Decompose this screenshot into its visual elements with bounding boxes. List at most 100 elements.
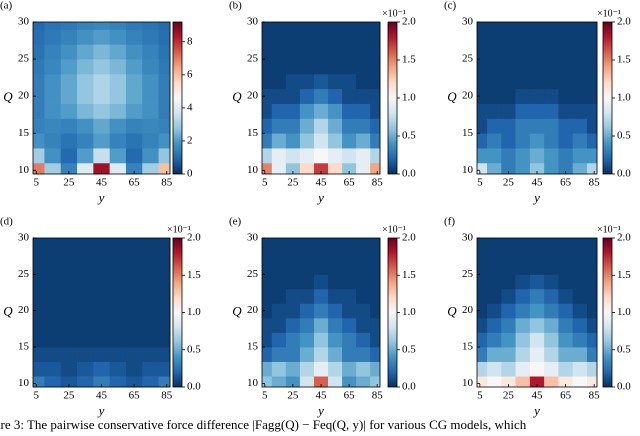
heat-cell <box>342 133 357 149</box>
y-axis-label: Q <box>447 89 457 104</box>
heat-cell <box>299 245 315 261</box>
heat-cell <box>44 245 62 261</box>
heat-cell <box>158 347 171 362</box>
heat-cell <box>544 361 559 377</box>
heat-cell <box>356 103 371 119</box>
heat-cell <box>587 332 598 348</box>
heat-cell <box>487 29 502 45</box>
heat-cell <box>370 288 381 304</box>
heat-cell <box>299 88 315 104</box>
heat-cell <box>328 88 343 104</box>
heat-cell <box>529 259 545 275</box>
colorbar-tick-label: 2.0 <box>187 232 201 244</box>
heat-cell <box>158 361 171 377</box>
heat-cell <box>572 148 588 164</box>
y-tick-label: 30 <box>462 16 474 28</box>
heat-cell <box>515 73 531 90</box>
heat-cell <box>77 274 94 290</box>
heat-cell <box>60 44 78 60</box>
heat-cell <box>356 73 371 90</box>
heat-cell <box>60 162 78 175</box>
colorbar-tick-label: 1.0 <box>187 306 201 318</box>
x-tick-label: 65 <box>129 390 141 402</box>
colorbar-multiplier: ×10⁻¹ <box>167 224 191 235</box>
heat-cell <box>313 59 329 75</box>
x-tick-label: 85 <box>589 390 601 402</box>
heat-cell <box>501 303 516 319</box>
heat-cell <box>328 238 343 246</box>
heat-cell <box>142 162 159 175</box>
colorbar <box>172 237 183 388</box>
heat-cell <box>501 73 516 90</box>
heat-cell <box>342 238 357 246</box>
x-tick-label: 25 <box>63 390 75 402</box>
heat-cell <box>342 162 357 175</box>
panel-label: (b) <box>229 0 242 12</box>
heat-cell <box>515 288 531 304</box>
heat-cell <box>158 133 171 149</box>
heat-cell <box>544 29 559 45</box>
heat-cell <box>125 238 143 246</box>
heat-cell <box>93 133 111 149</box>
colorbar-tick-label: 4 <box>187 101 193 113</box>
heat-cell <box>501 162 516 175</box>
heat-cell <box>370 317 381 333</box>
heat-cell <box>262 288 273 304</box>
heat-cell <box>529 59 545 75</box>
heat-cell <box>158 274 171 290</box>
heat-cell <box>271 103 287 119</box>
heat-cell <box>572 347 588 362</box>
heat-cell <box>125 274 143 290</box>
heat-cell <box>356 361 371 377</box>
heat-cell <box>544 22 559 30</box>
colorbar-tick-label: 8 <box>187 35 193 47</box>
heat-cell <box>299 133 315 149</box>
heat-cell <box>158 88 171 104</box>
heat-cell <box>558 22 574 30</box>
heat-cell <box>77 103 94 119</box>
heat-cell <box>77 303 94 319</box>
heat-cell <box>572 59 588 75</box>
heat-cell <box>587 274 598 290</box>
heat-cell <box>285 317 301 333</box>
heat-cell <box>158 44 171 60</box>
heat-cell <box>77 148 94 164</box>
x-tick-label: 65 <box>560 177 572 189</box>
heat-cell <box>109 288 127 304</box>
heat-cell <box>529 44 545 60</box>
heat-cell <box>587 347 598 362</box>
heat-cell <box>342 73 357 90</box>
heat-cell <box>299 148 315 164</box>
heat-cell <box>356 133 371 149</box>
heat-cell <box>271 288 287 304</box>
heat-cell <box>33 29 45 45</box>
heat-cell <box>125 303 143 319</box>
heat-cell <box>587 361 598 377</box>
heat-cell <box>477 88 488 104</box>
heat-cell <box>501 133 516 149</box>
heat-cell <box>558 103 574 119</box>
heat-cell <box>125 361 143 377</box>
heat-cell <box>477 118 488 134</box>
heat-cell <box>109 133 127 149</box>
heat-cell <box>558 274 574 290</box>
heat-cell <box>109 376 127 388</box>
heat-cell <box>529 103 545 119</box>
heat-cell <box>342 347 357 362</box>
heat-cell <box>142 245 159 261</box>
y-tick-label: 25 <box>462 268 474 280</box>
heat-cell <box>158 288 171 304</box>
heat-cell <box>487 59 502 75</box>
heat-cell <box>328 317 343 333</box>
heat-cell <box>313 238 329 246</box>
colorbar-tick-label: 1.5 <box>402 54 416 66</box>
heat-cell <box>313 332 329 348</box>
heat-cell <box>77 332 94 348</box>
heat-cell <box>558 361 574 377</box>
heat-cell <box>33 238 45 246</box>
heat-cell <box>142 288 159 304</box>
x-tick-label: 65 <box>560 390 572 402</box>
heat-cell <box>328 245 343 261</box>
heat-cell <box>558 288 574 304</box>
heat-cell <box>529 245 545 261</box>
